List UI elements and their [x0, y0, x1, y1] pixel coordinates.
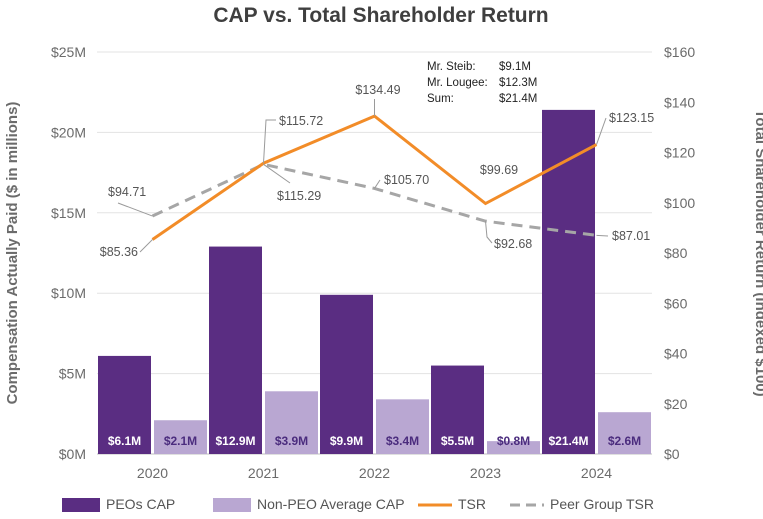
tsr-point-label: $85.36 — [100, 245, 138, 259]
x-axis-ticks: 2020 2021 2022 2023 2024 — [137, 465, 612, 481]
y-axis-right-ticks: $0 $20 $40 $60 $80 $100 $120 $140 $160 — [664, 44, 695, 462]
bar-non-peo-cap — [376, 399, 429, 454]
annotation-label: Sum: — [427, 93, 454, 105]
legend: PEOs CAP Non-PEO Average CAP TSR Peer Group… — [62, 496, 654, 512]
peer-tsr-point-label: $94.71 — [108, 185, 146, 199]
bar-peo-cap — [209, 246, 262, 454]
peer-tsr-point-label: $87.01 — [612, 229, 650, 243]
peer-tsr-point-label-leader — [374, 179, 381, 189]
bar-label-peo-cap: $9.9M — [330, 434, 363, 448]
x-tick-label: 2020 — [137, 465, 168, 481]
bars: $6.1M $2.1M $12.9M $3.9M $9.9M $3.4M $5.5M $0.8… — [98, 109, 651, 454]
y-tick-label-right: $60 — [664, 295, 688, 311]
y-tick-label-right: $40 — [664, 346, 688, 362]
peer-tsr-point-label: $92.68 — [494, 237, 532, 251]
peer-tsr-point-label-leader — [263, 163, 291, 184]
x-tick-label: 2023 — [470, 465, 501, 481]
tsr-point-label: $115.72 — [279, 114, 323, 128]
chart-title: CAP vs. Total Shareholder Return — [213, 4, 548, 27]
y-tick-label-right: $80 — [664, 245, 688, 261]
y-axis-left-title: Compensation Actually Paid ($ in million… — [4, 102, 21, 405]
legend-label: Peer Group TSR — [550, 496, 654, 512]
bar-peo-cap — [542, 109, 595, 454]
line-tsr — [151, 114, 598, 241]
y-tick-label-left: $5M — [59, 366, 86, 382]
tsr-point-label-leader — [263, 119, 276, 164]
y-tick-label-right: $20 — [664, 396, 688, 412]
y-tick-label-left: $0M — [59, 446, 86, 462]
tsr-point-label-leader — [596, 117, 607, 145]
y-axis-right-title: Total Shareholder Return (Indexed $100) — [752, 109, 763, 396]
legend-swatch — [62, 498, 100, 512]
bar-label-peo-cap: $21.4M — [548, 434, 588, 448]
bar-peo-cap — [320, 294, 373, 454]
y-tick-label-right: $120 — [664, 145, 695, 161]
x-tick-label: 2024 — [581, 465, 612, 481]
bar-non-peo-cap — [598, 412, 651, 454]
x-tick-label: 2022 — [359, 465, 390, 481]
legend-label: TSR — [458, 496, 486, 512]
bar-non-peo-cap — [487, 441, 540, 454]
bar-label-non-peo-cap: $3.4M — [386, 434, 419, 448]
bar-label-non-peo-cap: $2.1M — [164, 434, 197, 448]
bar-label-peo-cap: $5.5M — [441, 434, 474, 448]
tsr-point-label: $123.15 — [609, 111, 654, 125]
peer-tsr-point-label-leader — [485, 221, 493, 244]
y-axis-left-ticks: $0M $5M $10M $15M $20M $25M — [51, 44, 86, 462]
annotation-value: $9.1M — [499, 61, 531, 73]
y-tick-label-left: $20M — [51, 124, 86, 140]
y-tick-label-right: $160 — [664, 44, 695, 60]
bar-label-peo-cap: $6.1M — [108, 434, 141, 448]
legend-label: Non-PEO Average CAP — [257, 496, 405, 512]
tsr-point-label-leader — [139, 239, 153, 253]
x-tick-label: 2021 — [248, 465, 279, 481]
tsr-point-label: $134.49 — [355, 83, 400, 97]
annotation-value: $21.4M — [499, 93, 537, 105]
y-tick-label-left: $15M — [51, 205, 86, 221]
legend-label: PEOs CAP — [106, 496, 175, 512]
annotation-box: Mr. Steib: $9.1M Mr. Lougee: $12.3M Sum: $21.… — [427, 61, 537, 105]
bar-peo-cap — [98, 355, 151, 454]
y-tick-label-right: $100 — [664, 195, 695, 211]
y-tick-label-right: $140 — [664, 94, 695, 110]
bar-label-peo-cap: $12.9M — [215, 434, 255, 448]
annotation-label: Mr. Lougee: — [427, 77, 488, 89]
bar-non-peo-cap — [265, 391, 318, 454]
bar-peo-cap — [431, 365, 484, 454]
tsr-point-label: $99.69 — [480, 163, 518, 177]
peer-tsr-point-label-leader — [117, 202, 153, 217]
bar-label-non-peo-cap: $2.6M — [608, 434, 641, 448]
bar-label-non-peo-cap: $0.8M — [497, 434, 530, 448]
lines: $85.36 $115.72 $134.49 $99.69 $123.15 $94.71 $… — [100, 83, 654, 259]
line-peer-group-tsr — [151, 162, 597, 237]
peer-tsr-point-label: $105.70 — [384, 173, 429, 187]
peer-tsr-point-label: $115.29 — [277, 189, 321, 203]
peer-tsr-point-label-leader — [596, 234, 609, 237]
y-tick-label-left: $10M — [51, 285, 86, 301]
legend-swatch — [213, 498, 251, 512]
y-tick-label-right: $0 — [664, 446, 680, 462]
y-tick-label-left: $25M — [51, 44, 86, 60]
bar-label-non-peo-cap: $3.9M — [275, 434, 308, 448]
bar-non-peo-cap — [154, 420, 207, 454]
annotation-value: $12.3M — [499, 77, 537, 89]
annotation-label: Mr. Steib: — [427, 61, 476, 73]
